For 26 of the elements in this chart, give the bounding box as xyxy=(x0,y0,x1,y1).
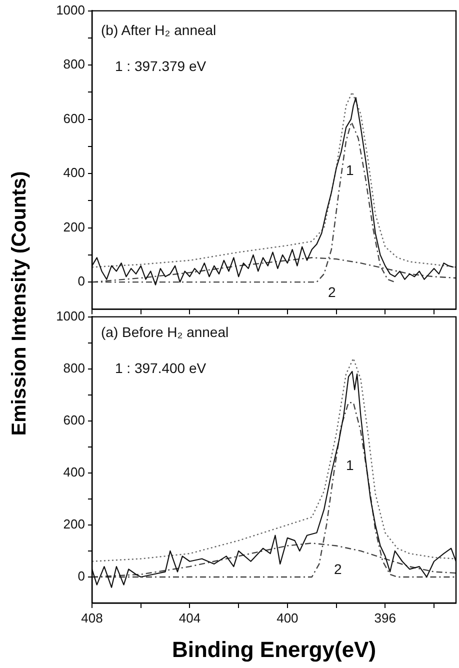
annotation: (b) After H₂ anneal xyxy=(101,22,216,38)
annotation: (a) Before H₂ anneal xyxy=(101,324,229,340)
x-tick-label: 396 xyxy=(374,610,396,626)
annotation: 1 xyxy=(346,457,354,473)
y-tick-label: 0 xyxy=(78,568,85,584)
x-tick-label: 408 xyxy=(81,610,103,626)
annotation: 2 xyxy=(334,561,342,577)
x-tick-label: 400 xyxy=(276,610,298,626)
annotation: 1 xyxy=(346,162,354,178)
y-tick-label: 400 xyxy=(63,464,85,480)
y-tick-label: 400 xyxy=(63,165,85,180)
y-tick-label: 600 xyxy=(63,110,85,126)
y-tick-label: 200 xyxy=(63,219,85,234)
y-tick-label: 0 xyxy=(78,274,85,289)
y-tick-label: 200 xyxy=(63,516,85,532)
y-tick-label: 1000 xyxy=(56,2,85,18)
annotation: 1 : 397.400 eV xyxy=(115,360,206,376)
y-tick-label: 800 xyxy=(63,360,85,376)
x-axis-title: Binding Energy(eV) xyxy=(172,636,376,662)
y-tick-label: 1000 xyxy=(56,308,85,324)
y-axis-title: Emission Intensity (Counts) xyxy=(8,171,32,436)
annotation: 2 xyxy=(328,284,336,300)
x-tick-label: 404 xyxy=(178,610,201,626)
y-tick-label: 600 xyxy=(63,412,85,428)
annotation: 1 : 397.379 eV xyxy=(115,58,206,74)
y-tick-label: 800 xyxy=(63,56,85,72)
